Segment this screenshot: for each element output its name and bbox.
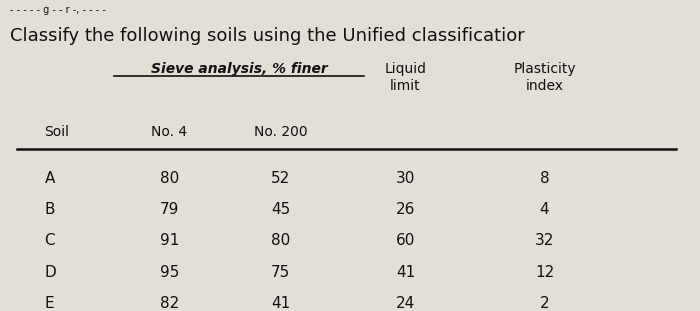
Text: Liquid
limit: Liquid limit <box>384 63 426 93</box>
Text: C: C <box>44 233 55 248</box>
Text: - - - - - g - - r -, - - - -: - - - - - g - - r -, - - - - <box>10 6 106 16</box>
Text: 41: 41 <box>271 296 290 311</box>
Text: 8: 8 <box>540 171 550 186</box>
Text: 52: 52 <box>271 171 290 186</box>
Text: 24: 24 <box>396 296 415 311</box>
Text: 60: 60 <box>396 233 415 248</box>
Text: 75: 75 <box>271 265 290 280</box>
Text: Classify the following soils using the Unified classificatior: Classify the following soils using the U… <box>10 27 524 45</box>
Text: 32: 32 <box>535 233 554 248</box>
Text: 79: 79 <box>160 202 179 217</box>
Text: D: D <box>44 265 56 280</box>
Text: Sieve analysis, % finer: Sieve analysis, % finer <box>150 63 328 77</box>
Text: 30: 30 <box>396 171 415 186</box>
Text: B: B <box>44 202 55 217</box>
Text: 4: 4 <box>540 202 550 217</box>
Text: 41: 41 <box>396 265 415 280</box>
Text: 26: 26 <box>396 202 415 217</box>
Text: Plasticity
index: Plasticity index <box>513 63 576 93</box>
Text: 91: 91 <box>160 233 179 248</box>
Text: 45: 45 <box>271 202 290 217</box>
Text: E: E <box>44 296 54 311</box>
Text: A: A <box>44 171 55 186</box>
Text: 95: 95 <box>160 265 179 280</box>
Text: 80: 80 <box>160 171 179 186</box>
Text: No. 4: No. 4 <box>151 125 188 139</box>
Text: 82: 82 <box>160 296 179 311</box>
Text: 80: 80 <box>271 233 290 248</box>
Text: 12: 12 <box>535 265 554 280</box>
Text: No. 200: No. 200 <box>253 125 307 139</box>
Text: 2: 2 <box>540 296 550 311</box>
Text: Soil: Soil <box>44 125 69 139</box>
